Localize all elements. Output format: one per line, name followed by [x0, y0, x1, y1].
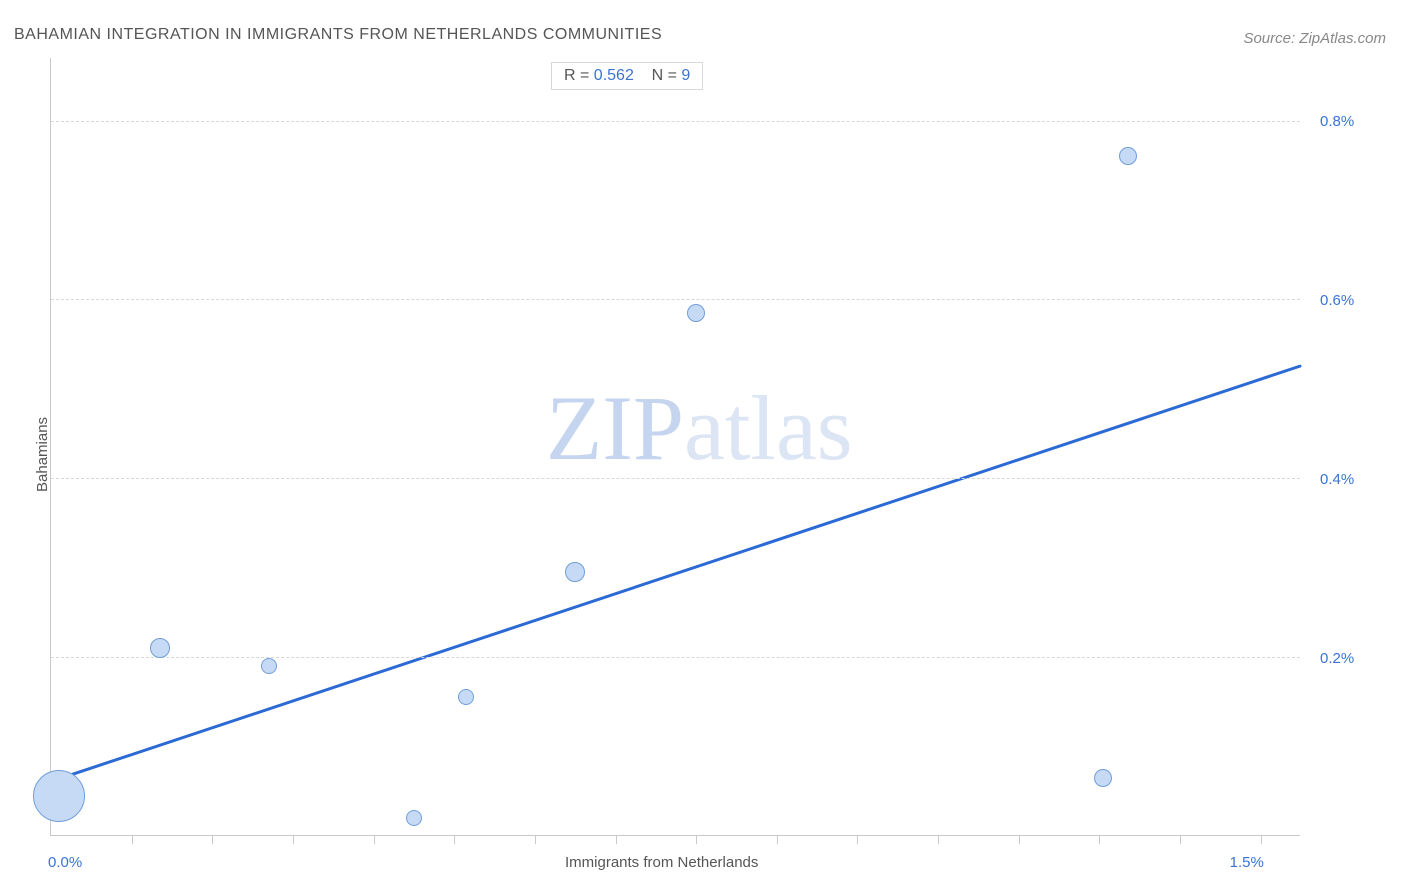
watermark: ZIPatlas — [546, 375, 853, 481]
trend-line — [51, 58, 1300, 835]
r-value: 0.562 — [594, 67, 634, 84]
data-point — [1094, 769, 1112, 787]
x-tick-label: 0.0% — [48, 854, 82, 871]
gridline — [51, 478, 1300, 479]
y-tick-label: 0.8% — [1320, 113, 1354, 130]
watermark-zip: ZIP — [546, 377, 684, 479]
y-axis-title: Bahamians — [34, 417, 51, 492]
x-tick — [1099, 836, 1100, 844]
x-tick — [616, 836, 617, 844]
x-tick — [857, 836, 858, 844]
y-tick-label: 0.4% — [1320, 471, 1354, 488]
data-point — [150, 638, 170, 658]
data-point — [458, 689, 474, 705]
x-tick-label: 1.5% — [1230, 854, 1264, 871]
y-tick-label: 0.2% — [1320, 650, 1354, 667]
plot-area: ZIPatlas — [50, 58, 1300, 836]
x-tick — [374, 836, 375, 844]
data-point — [33, 770, 85, 822]
x-tick — [293, 836, 294, 844]
x-tick — [1261, 836, 1262, 844]
data-point — [406, 810, 422, 826]
x-tick — [454, 836, 455, 844]
n-value: 9 — [681, 67, 690, 84]
stats-legend: R = 0.562 N = 9 — [551, 62, 703, 90]
gridline — [51, 121, 1300, 122]
gridline — [51, 299, 1300, 300]
x-axis-title: Immigrants from Netherlands — [565, 854, 758, 871]
r-label: R = — [564, 67, 594, 84]
data-point — [687, 304, 705, 322]
source-label: Source: ZipAtlas.com — [1243, 30, 1386, 47]
x-tick — [535, 836, 536, 844]
x-tick — [212, 836, 213, 844]
data-point — [565, 562, 585, 582]
x-tick — [1180, 836, 1181, 844]
x-tick — [696, 836, 697, 844]
data-point — [261, 658, 277, 674]
n-label: N = — [652, 67, 682, 84]
y-tick-label: 0.6% — [1320, 292, 1354, 309]
data-point — [1119, 147, 1137, 165]
watermark-atlas: atlas — [684, 377, 853, 479]
x-tick — [938, 836, 939, 844]
gridline — [51, 657, 1300, 658]
chart-title: BAHAMIAN INTEGRATION IN IMMIGRANTS FROM … — [14, 26, 662, 44]
x-tick — [132, 836, 133, 844]
x-tick — [1019, 836, 1020, 844]
x-tick — [777, 836, 778, 844]
